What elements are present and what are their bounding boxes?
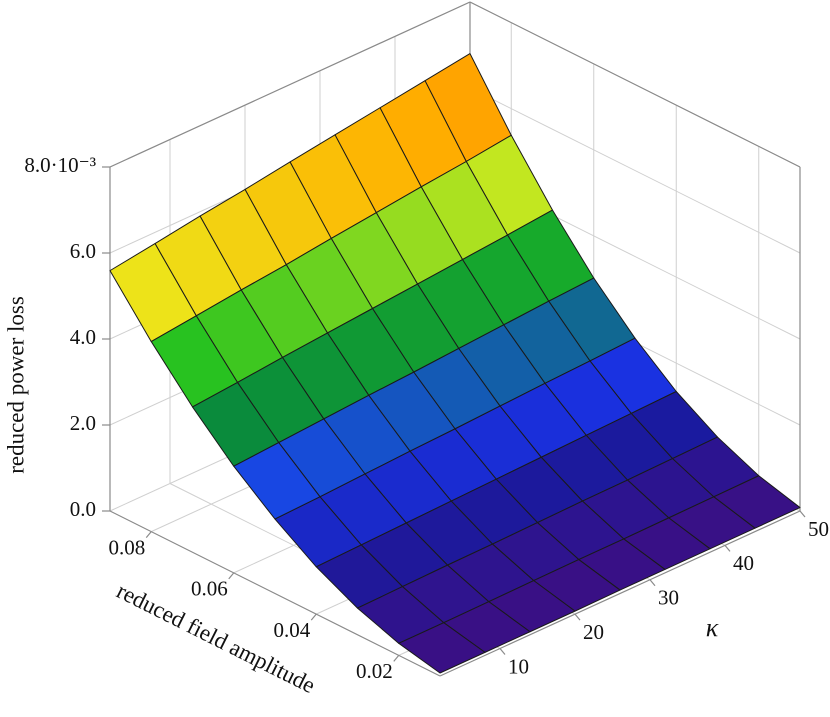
x-tick-label: 0.04 <box>274 618 311 642</box>
z-axis-title: reduced power loss <box>3 296 28 474</box>
x-tick-label: 0.06 <box>191 577 228 601</box>
tick-mark <box>649 579 656 587</box>
axis-edge <box>109 1 471 168</box>
z-tick-label: 8.0·10⁻³ <box>24 153 96 177</box>
z-tick-label: 6.0 <box>70 239 96 263</box>
tick-mark <box>799 510 806 518</box>
y-tick-label: 30 <box>658 586 679 610</box>
tick-mark <box>310 613 317 621</box>
tick-mark <box>145 531 152 539</box>
tick-mark <box>499 648 506 655</box>
front-layer: 0.0 2.0 4.0 6.0 8.0·10⁻³ 0.02 0.04 0.06 0.08 10 20… <box>24 153 829 683</box>
z-tick-label: 0.0 <box>70 497 96 521</box>
tick-mark <box>393 654 400 662</box>
x-tick-label: 0.08 <box>109 535 146 559</box>
y-axis-title: κ <box>706 613 719 642</box>
tick-mark <box>228 572 235 580</box>
axis-edge <box>469 1 801 168</box>
z-tick-label: 2.0 <box>70 411 96 435</box>
tick-mark <box>724 544 731 552</box>
grid-line <box>469 87 801 254</box>
tick-mark <box>574 613 581 621</box>
surface-patch <box>398 622 486 674</box>
x-tick-label: 0.02 <box>356 659 393 683</box>
z-tick-label: 4.0 <box>70 325 96 349</box>
y-tick-label: 10 <box>508 654 529 678</box>
surface <box>109 53 801 674</box>
y-tick-label: 40 <box>733 551 754 575</box>
axis-edge <box>109 510 441 677</box>
y-tick-label: 50 <box>808 517 829 541</box>
y-tick-label: 20 <box>583 620 604 644</box>
